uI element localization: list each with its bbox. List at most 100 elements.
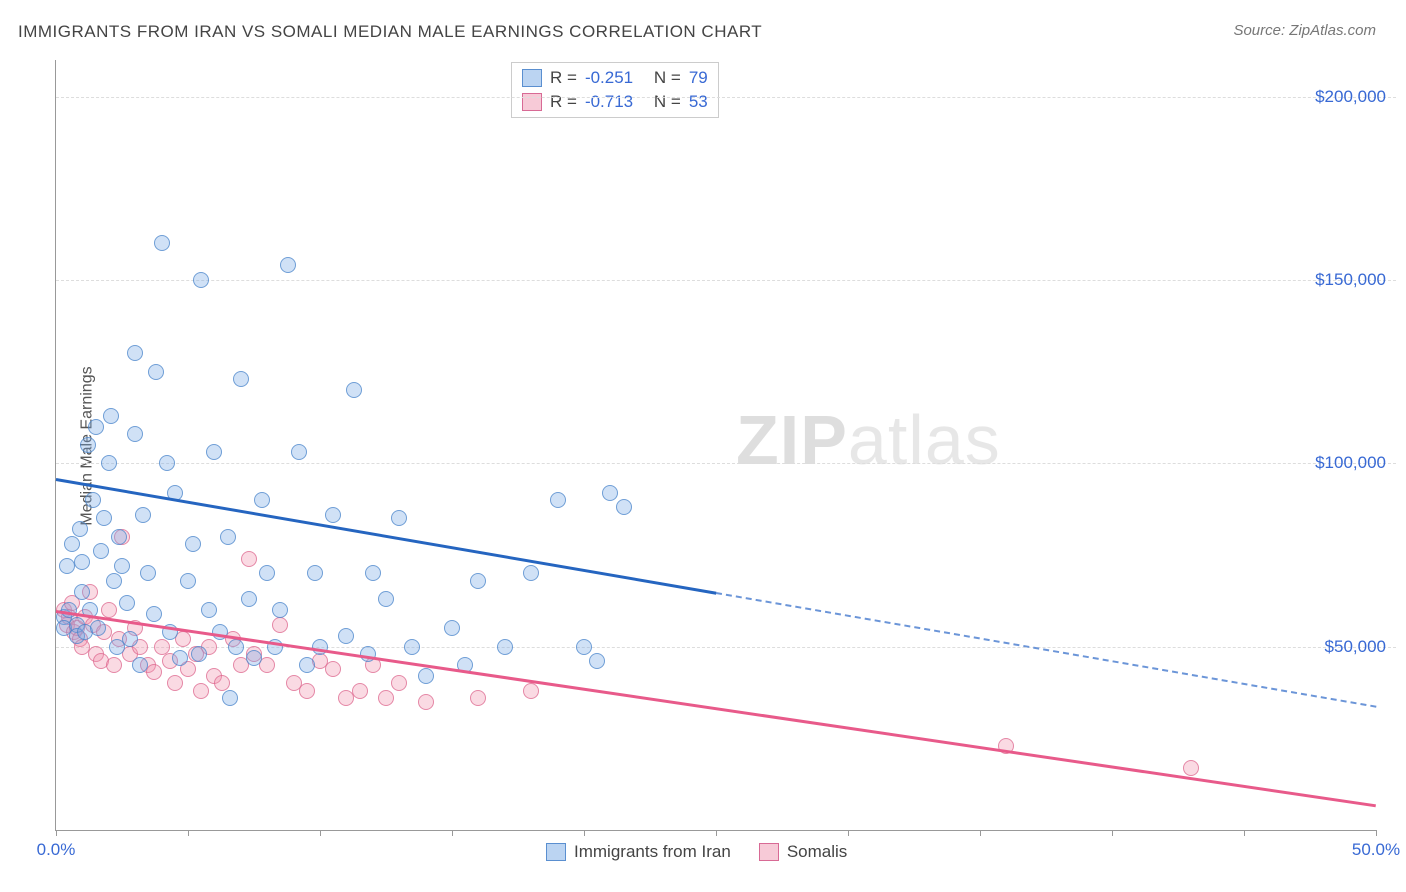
data-point-iran (114, 558, 130, 574)
trend-line (56, 610, 1376, 807)
data-point-iran (299, 657, 315, 673)
grid-line (56, 463, 1396, 464)
xtick-mark (1376, 830, 1377, 836)
data-point-somali (101, 602, 117, 618)
data-point-iran (148, 364, 164, 380)
legend-stats-row-iran: R = -0.251 N = 79 (518, 66, 712, 90)
data-point-iran (185, 536, 201, 552)
xtick-mark (188, 830, 189, 836)
data-point-iran (206, 444, 222, 460)
data-point-iran (212, 624, 228, 640)
data-point-iran (365, 565, 381, 581)
data-point-iran (246, 650, 262, 666)
xtick-label: 0.0% (37, 840, 76, 860)
xtick-mark (848, 830, 849, 836)
data-point-somali (391, 675, 407, 691)
legend-stats-row-somali: R = -0.713 N = 53 (518, 90, 712, 114)
ytick-label: $100,000 (1315, 453, 1386, 473)
data-point-iran (576, 639, 592, 655)
data-point-iran (85, 492, 101, 508)
source-label: Source: ZipAtlas.com (1233, 22, 1376, 39)
data-point-somali (352, 683, 368, 699)
data-point-iran (280, 257, 296, 273)
data-point-somali (378, 690, 394, 706)
data-point-iran (272, 602, 288, 618)
data-point-somali (167, 675, 183, 691)
ytick-label: $200,000 (1315, 87, 1386, 107)
xtick-mark (980, 830, 981, 836)
data-point-iran (96, 510, 112, 526)
xtick-mark (1112, 830, 1113, 836)
grid-line (56, 280, 1396, 281)
trend-line-dash (716, 592, 1376, 708)
data-point-iran (59, 558, 75, 574)
data-point-iran (111, 529, 127, 545)
data-point-iran (241, 591, 257, 607)
r-value: -0.251 (585, 68, 633, 88)
xtick-mark (1244, 830, 1245, 836)
xtick-mark (56, 830, 57, 836)
data-point-iran (222, 690, 238, 706)
data-point-iran (346, 382, 362, 398)
xtick-label: 50.0% (1352, 840, 1400, 860)
data-point-iran (325, 507, 341, 523)
data-point-iran (291, 444, 307, 460)
r-value: -0.713 (585, 92, 633, 112)
legend-stats-box: R = -0.251 N = 79 R = -0.713 N = 53 (511, 62, 719, 118)
data-point-iran (616, 499, 632, 515)
data-point-somali (1183, 760, 1199, 776)
data-point-iran (550, 492, 566, 508)
grid-line (56, 97, 1396, 98)
ytick-label: $50,000 (1325, 637, 1386, 657)
chart-title: IMMIGRANTS FROM IRAN VS SOMALI MEDIAN MA… (18, 22, 762, 42)
data-point-iran (193, 272, 209, 288)
data-point-somali (418, 694, 434, 710)
data-point-iran (103, 408, 119, 424)
data-point-iran (154, 235, 170, 251)
swatch-icon (546, 843, 566, 861)
data-point-iran (307, 565, 323, 581)
data-point-iran (101, 455, 117, 471)
legend-label: Somalis (787, 842, 847, 862)
data-point-iran (90, 620, 106, 636)
n-label: N = (654, 68, 681, 88)
data-point-iran (191, 646, 207, 662)
data-point-iran (404, 639, 420, 655)
data-point-iran (418, 668, 434, 684)
data-point-iran (61, 602, 77, 618)
data-point-somali (241, 551, 257, 567)
data-point-iran (180, 573, 196, 589)
data-point-iran (589, 653, 605, 669)
bottom-legend: Immigrants from Iran Somalis (546, 842, 847, 862)
data-point-iran (228, 639, 244, 655)
data-point-somali (214, 675, 230, 691)
data-point-somali (523, 683, 539, 699)
data-point-iran (127, 426, 143, 442)
data-point-iran (602, 485, 618, 501)
r-label: R = (550, 68, 577, 88)
data-point-somali (470, 690, 486, 706)
r-label: R = (550, 92, 577, 112)
data-point-iran (74, 554, 90, 570)
data-point-iran (72, 521, 88, 537)
data-point-iran (254, 492, 270, 508)
data-point-iran (132, 657, 148, 673)
data-point-somali (325, 661, 341, 677)
legend-item-somali: Somalis (759, 842, 847, 862)
data-point-iran (106, 573, 122, 589)
data-point-somali (299, 683, 315, 699)
data-point-somali (154, 639, 170, 655)
data-point-iran (523, 565, 539, 581)
xtick-mark (584, 830, 585, 836)
n-value: 79 (689, 68, 708, 88)
n-value: 53 (689, 92, 708, 112)
data-point-iran (122, 631, 138, 647)
data-point-iran (159, 455, 175, 471)
data-point-iran (470, 573, 486, 589)
data-point-iran (233, 371, 249, 387)
data-point-iran (220, 529, 236, 545)
data-point-iran (88, 419, 104, 435)
xtick-mark (716, 830, 717, 836)
legend-item-iran: Immigrants from Iran (546, 842, 731, 862)
legend-label: Immigrants from Iran (574, 842, 731, 862)
